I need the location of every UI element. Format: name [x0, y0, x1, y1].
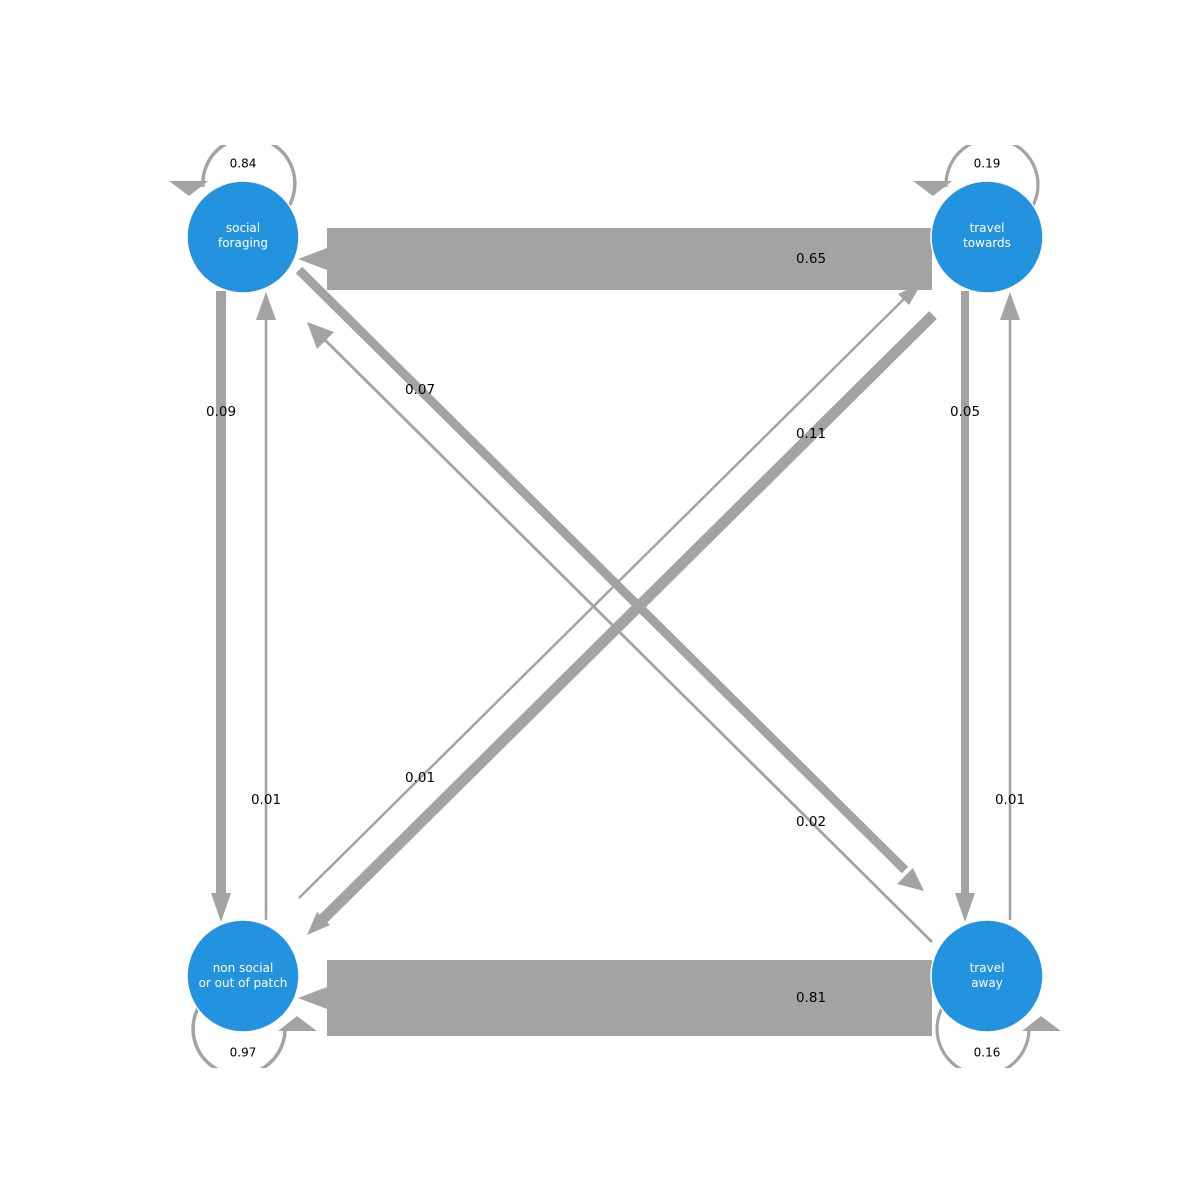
edge-travel-away-to-social-foraging — [307, 322, 933, 943]
edge-travel-towards-to-non-social — [307, 311, 937, 935]
edge-travel-towards-to-social-foraging — [298, 228, 932, 290]
label-edge-0-05: 0.05 — [950, 404, 980, 420]
edge-social-foraging-to-non-social — [211, 291, 231, 922]
label-edge-0-09: 0.09 — [206, 404, 236, 420]
node-label-line: travel — [970, 961, 1005, 975]
label-edge-0-65: 0.65 — [796, 251, 826, 267]
label-edge-0-01-left: 0.01 — [251, 792, 281, 808]
node-label-line: travel — [970, 221, 1005, 235]
self-loop-label-non-social: 0.97 — [230, 1046, 257, 1060]
edge-travel-away-to-travel-towards — [1000, 292, 1020, 920]
label-edge-0-01-diag: 0.01 — [405, 770, 435, 786]
node-social-foraging: social foraging — [186, 180, 300, 294]
node-label-line: foraging — [218, 236, 268, 250]
edge-non-social-to-social-foraging — [256, 292, 276, 920]
node-label-line: or out of patch — [199, 976, 288, 990]
node-label-line: non social — [213, 961, 274, 975]
label-edge-0-02: 0.02 — [796, 814, 826, 830]
label-edge-0-11: 0.11 — [796, 426, 826, 442]
node-travel-towards: travel towards — [930, 180, 1044, 294]
self-loop-label-travel-away: 0.16 — [974, 1046, 1001, 1060]
node-label-line: towards — [963, 236, 1011, 250]
edge-non-social-to-travel-towards — [298, 283, 922, 899]
label-edge-0-81: 0.81 — [796, 990, 826, 1006]
self-loop-label-social-foraging: 0.84 — [230, 157, 257, 171]
edge-travel-towards-to-travel-away — [955, 291, 975, 922]
edge-travel-away-to-non-social — [298, 960, 932, 1036]
node-travel-away: travel away — [930, 919, 1044, 1033]
node-non-social: non social or out of patch — [186, 919, 300, 1033]
edge-social-foraging-to-travel-away — [295, 266, 924, 891]
node-label-line: away — [971, 976, 1003, 990]
self-loop-label-travel-towards: 0.19 — [974, 157, 1001, 171]
node-label-line: social — [226, 221, 260, 235]
label-edge-0-01-right: 0.01 — [995, 792, 1025, 808]
label-edge-0-07: 0.07 — [405, 382, 435, 398]
